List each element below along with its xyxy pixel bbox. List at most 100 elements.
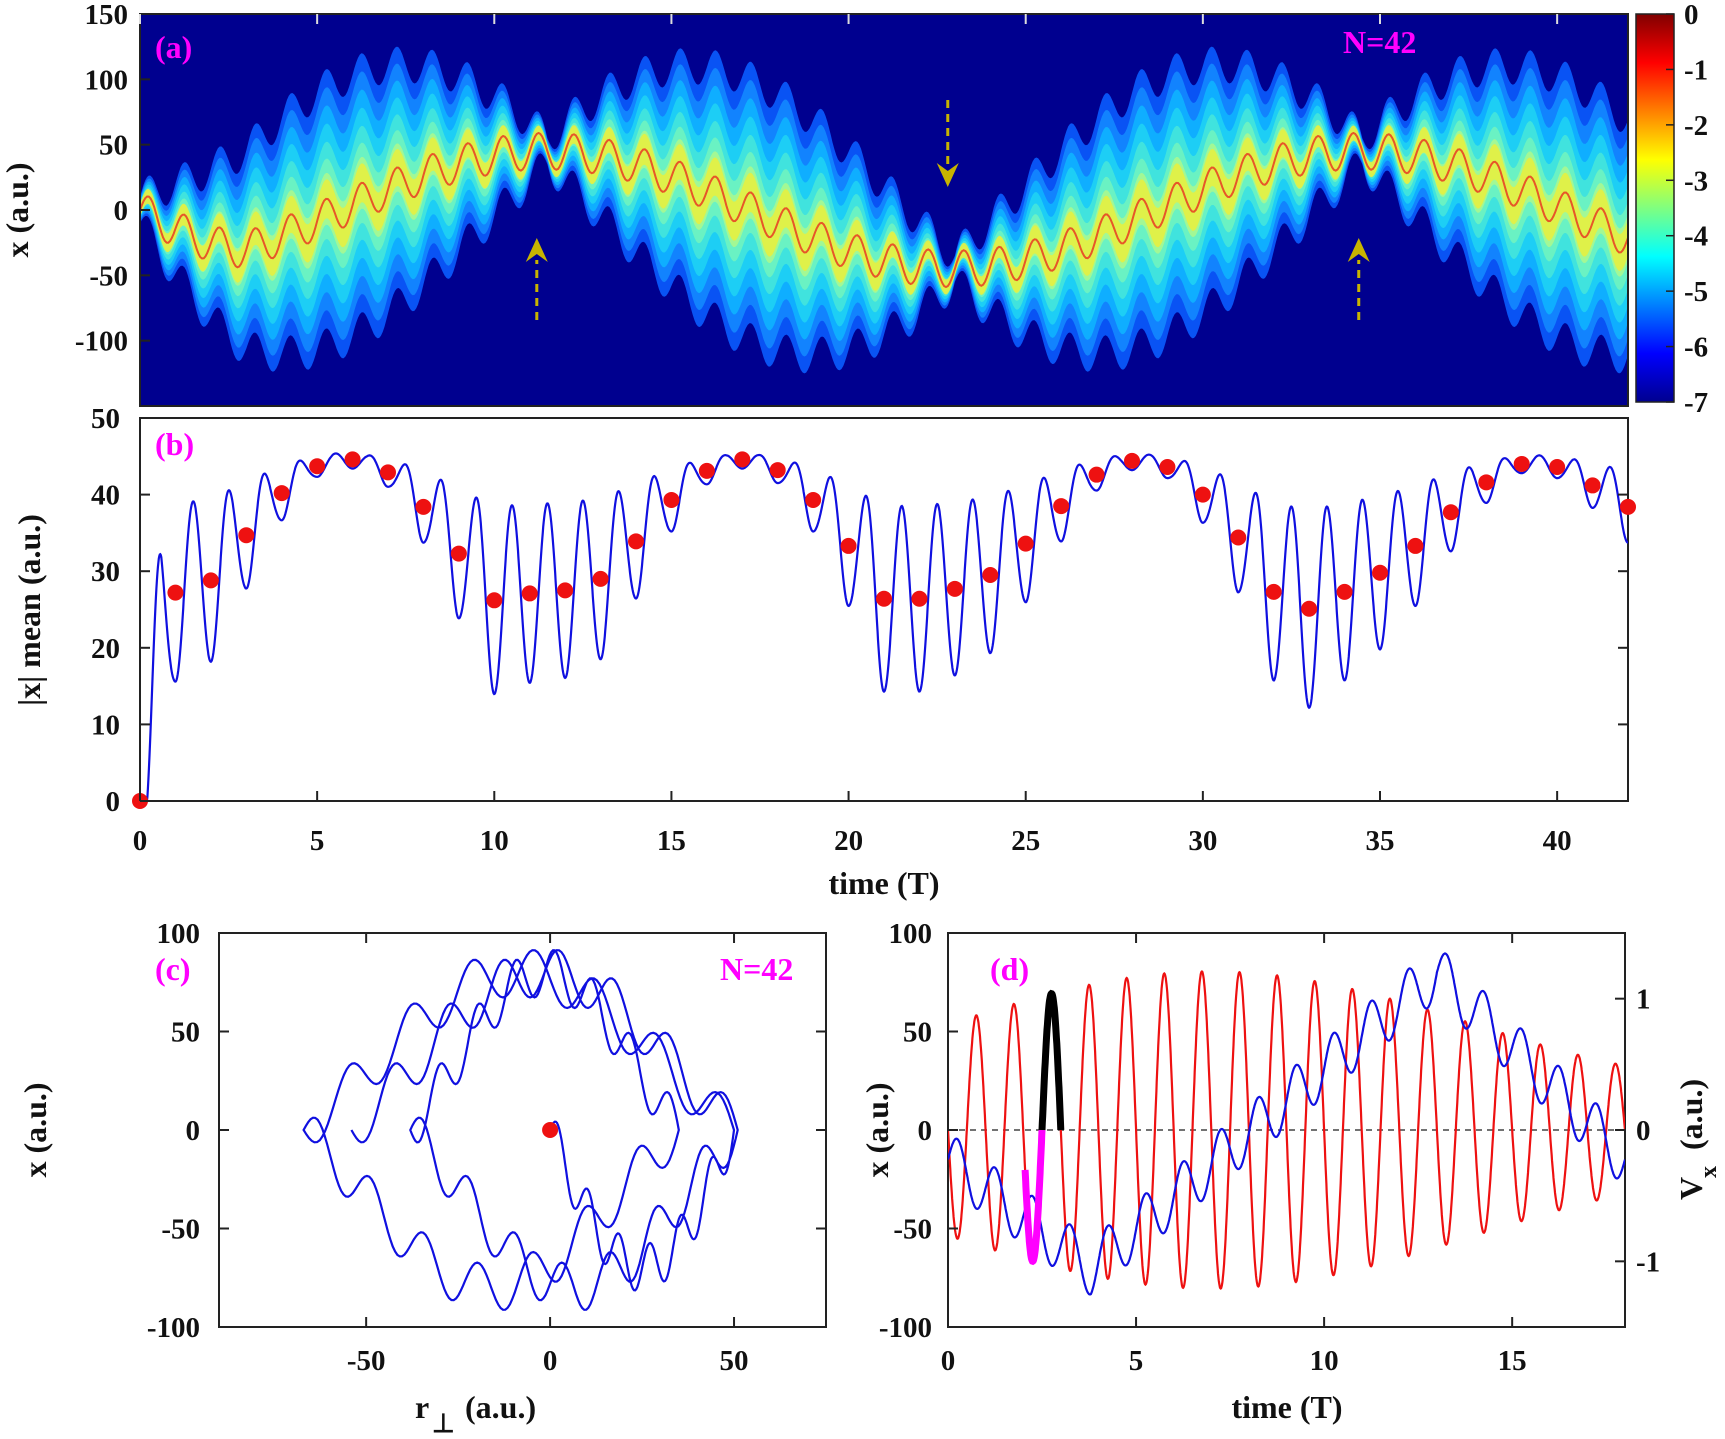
panel-b-marker <box>911 590 928 607</box>
colorbar-tick-label: -3 <box>1684 165 1708 197</box>
panel-c-x-ticks: -50 0 50 <box>347 933 749 1377</box>
colorbar-tick-label: -5 <box>1684 276 1708 308</box>
colorbar-tick-label: -1 <box>1684 54 1708 86</box>
panel-d-x-tick-label: 5 <box>1129 1345 1144 1377</box>
panel-b-x-tick-label: 20 <box>834 825 863 857</box>
panel-b-plot <box>140 452 1628 801</box>
panel-d-right-y-ticks: 1 0 -1 <box>1615 984 1660 1278</box>
panel-d-right-y-label-main: V <box>1673 1177 1709 1200</box>
panel-b-marker <box>840 537 857 554</box>
panel-d-y-tick-label: -100 <box>879 1312 932 1344</box>
panel-c-y-tick-label: -100 <box>147 1312 200 1344</box>
panel-d-y-tick-label: 0 <box>918 1115 933 1147</box>
arrow-down-1 <box>936 100 959 187</box>
panel-c-origin-marker <box>542 1122 559 1138</box>
panel-c-x-label-unit: (a.u.) <box>465 1389 536 1425</box>
panel-b-x-tick-label: 15 <box>657 825 686 857</box>
panel-b-marker <box>1265 583 1282 600</box>
panel-b-marker <box>167 584 184 601</box>
panel-d-right-y-tick-label: 0 <box>1636 1115 1651 1147</box>
panel-b-marker <box>380 464 396 481</box>
panel-b-marker <box>769 462 786 479</box>
panel-d-highlight-black <box>1038 989 1065 1131</box>
panel-a-y-tick-label: 100 <box>85 64 129 96</box>
panel-b-x-tick-label: 35 <box>1366 825 1395 857</box>
panel-b-marker <box>273 485 290 502</box>
panel-d-label: (d) <box>990 951 1029 987</box>
panel-b-y-tick-label: 20 <box>91 633 120 665</box>
panel-b-marker <box>486 592 503 609</box>
panel-b-frame <box>139 417 1629 802</box>
panel-b-x-label: time (T) <box>828 865 939 901</box>
panel-d-right-y-label-unit: (a.u.) <box>1673 1079 1709 1150</box>
panel-b-marker <box>663 491 680 508</box>
panel-a-y-tick-label: -50 <box>89 260 128 292</box>
panel-d-right-y-label: V x (a.u.) <box>1673 1079 1722 1200</box>
panel-b-y-tick-label: 50 <box>91 403 120 435</box>
panel-d-x-label: time (T) <box>1231 1389 1342 1425</box>
colorbar-tick-label: -6 <box>1684 332 1708 364</box>
panel-b-marker <box>1336 583 1353 600</box>
panel-b-y-tick-label: 40 <box>91 480 120 512</box>
panel-c-x-label-main: r <box>415 1389 429 1425</box>
colorbar-tick-label: -7 <box>1684 387 1708 419</box>
panel-b-marker <box>1159 459 1176 476</box>
panel-b-marker <box>1194 486 1211 503</box>
panel-c-x-tick-label: 0 <box>543 1345 558 1377</box>
panel-b-marker <box>1124 452 1140 469</box>
panel-b-marker <box>1088 466 1105 483</box>
panel-b-y-tick-label: 30 <box>91 556 120 588</box>
panel-b-marker <box>450 545 467 562</box>
panel-a-arrows <box>525 100 1370 320</box>
panel-d-x-tick-label: 10 <box>1310 1345 1339 1377</box>
panel-b-label: (b) <box>155 426 194 462</box>
panel-b-x-tick-label: 30 <box>1188 825 1217 857</box>
panel-b-marker <box>805 491 822 508</box>
panel-d-y-tick-label: 50 <box>903 1017 932 1049</box>
heatmap-ridge <box>140 131 1628 289</box>
panel-c-x-label-sub: ⊥ <box>432 1409 455 1438</box>
panel-d-y-ticks: 100 50 0 -50 -100 <box>879 918 958 1344</box>
panel-b-markers <box>132 451 1636 809</box>
panel-b-marker <box>982 567 999 584</box>
panel-a-y-tick-label: 150 <box>85 0 129 31</box>
panel-d-y-tick-label: 100 <box>889 918 933 950</box>
panel-d-plot <box>948 952 1625 1296</box>
panel-b-mean-abs-x-line <box>140 452 1628 801</box>
arrow-up-0 <box>525 238 548 320</box>
panel-c-annotation: N=42 <box>720 951 793 987</box>
panel-c-x-label: r ⊥ (a.u.) <box>415 1389 536 1438</box>
panel-b-marker <box>1513 455 1530 472</box>
panel-b-marker <box>1584 477 1601 494</box>
panel-b-marker <box>1017 535 1034 552</box>
panel-c-y-tick-label: -50 <box>161 1214 200 1246</box>
panel-d-x-ticks: 0 5 10 15 <box>941 933 1527 1377</box>
panel-b-marker <box>202 572 219 589</box>
panel-c-label: (c) <box>155 951 191 987</box>
panel-b-marker <box>415 498 432 515</box>
panel-d-right-y-label-sub: x <box>1696 1166 1722 1178</box>
panel-b-x-tick-label: 5 <box>310 825 325 857</box>
panel-c-plot <box>302 949 739 1311</box>
panel-b-marker <box>1442 504 1459 521</box>
panel-b-marker <box>1230 529 1247 546</box>
panel-b-marker <box>521 585 538 602</box>
panel-b-x-tick-label: 10 <box>480 825 509 857</box>
panel-b-x-tick-label: 0 <box>133 825 148 857</box>
panel-a-y-ticks: 150 100 50 0 -50 -100 <box>75 0 150 358</box>
panel-b-marker <box>592 570 609 587</box>
panel-b-x-ticks: 0 5 10 15 20 25 30 35 40 <box>133 791 1572 857</box>
colorbar-ticks: 0 -1 -2 -3 -4 -5 -6 -7 <box>1666 0 1708 419</box>
arrow-up-2 <box>1347 238 1370 320</box>
panel-b-marker <box>876 590 892 607</box>
panel-b-marker <box>309 458 326 475</box>
panel-a-y-tick-label: 0 <box>114 195 129 227</box>
panel-a-y-label: x (a.u.) <box>0 162 35 257</box>
panel-c-trajectory-line <box>302 949 739 1311</box>
panel-d-x-line <box>948 952 1625 1296</box>
panel-c-y-tick-label: 0 <box>186 1115 201 1147</box>
panel-c-y-tick-label: 100 <box>157 918 201 950</box>
panel-b-marker <box>1620 498 1636 515</box>
panel-b-marker <box>1478 474 1495 491</box>
